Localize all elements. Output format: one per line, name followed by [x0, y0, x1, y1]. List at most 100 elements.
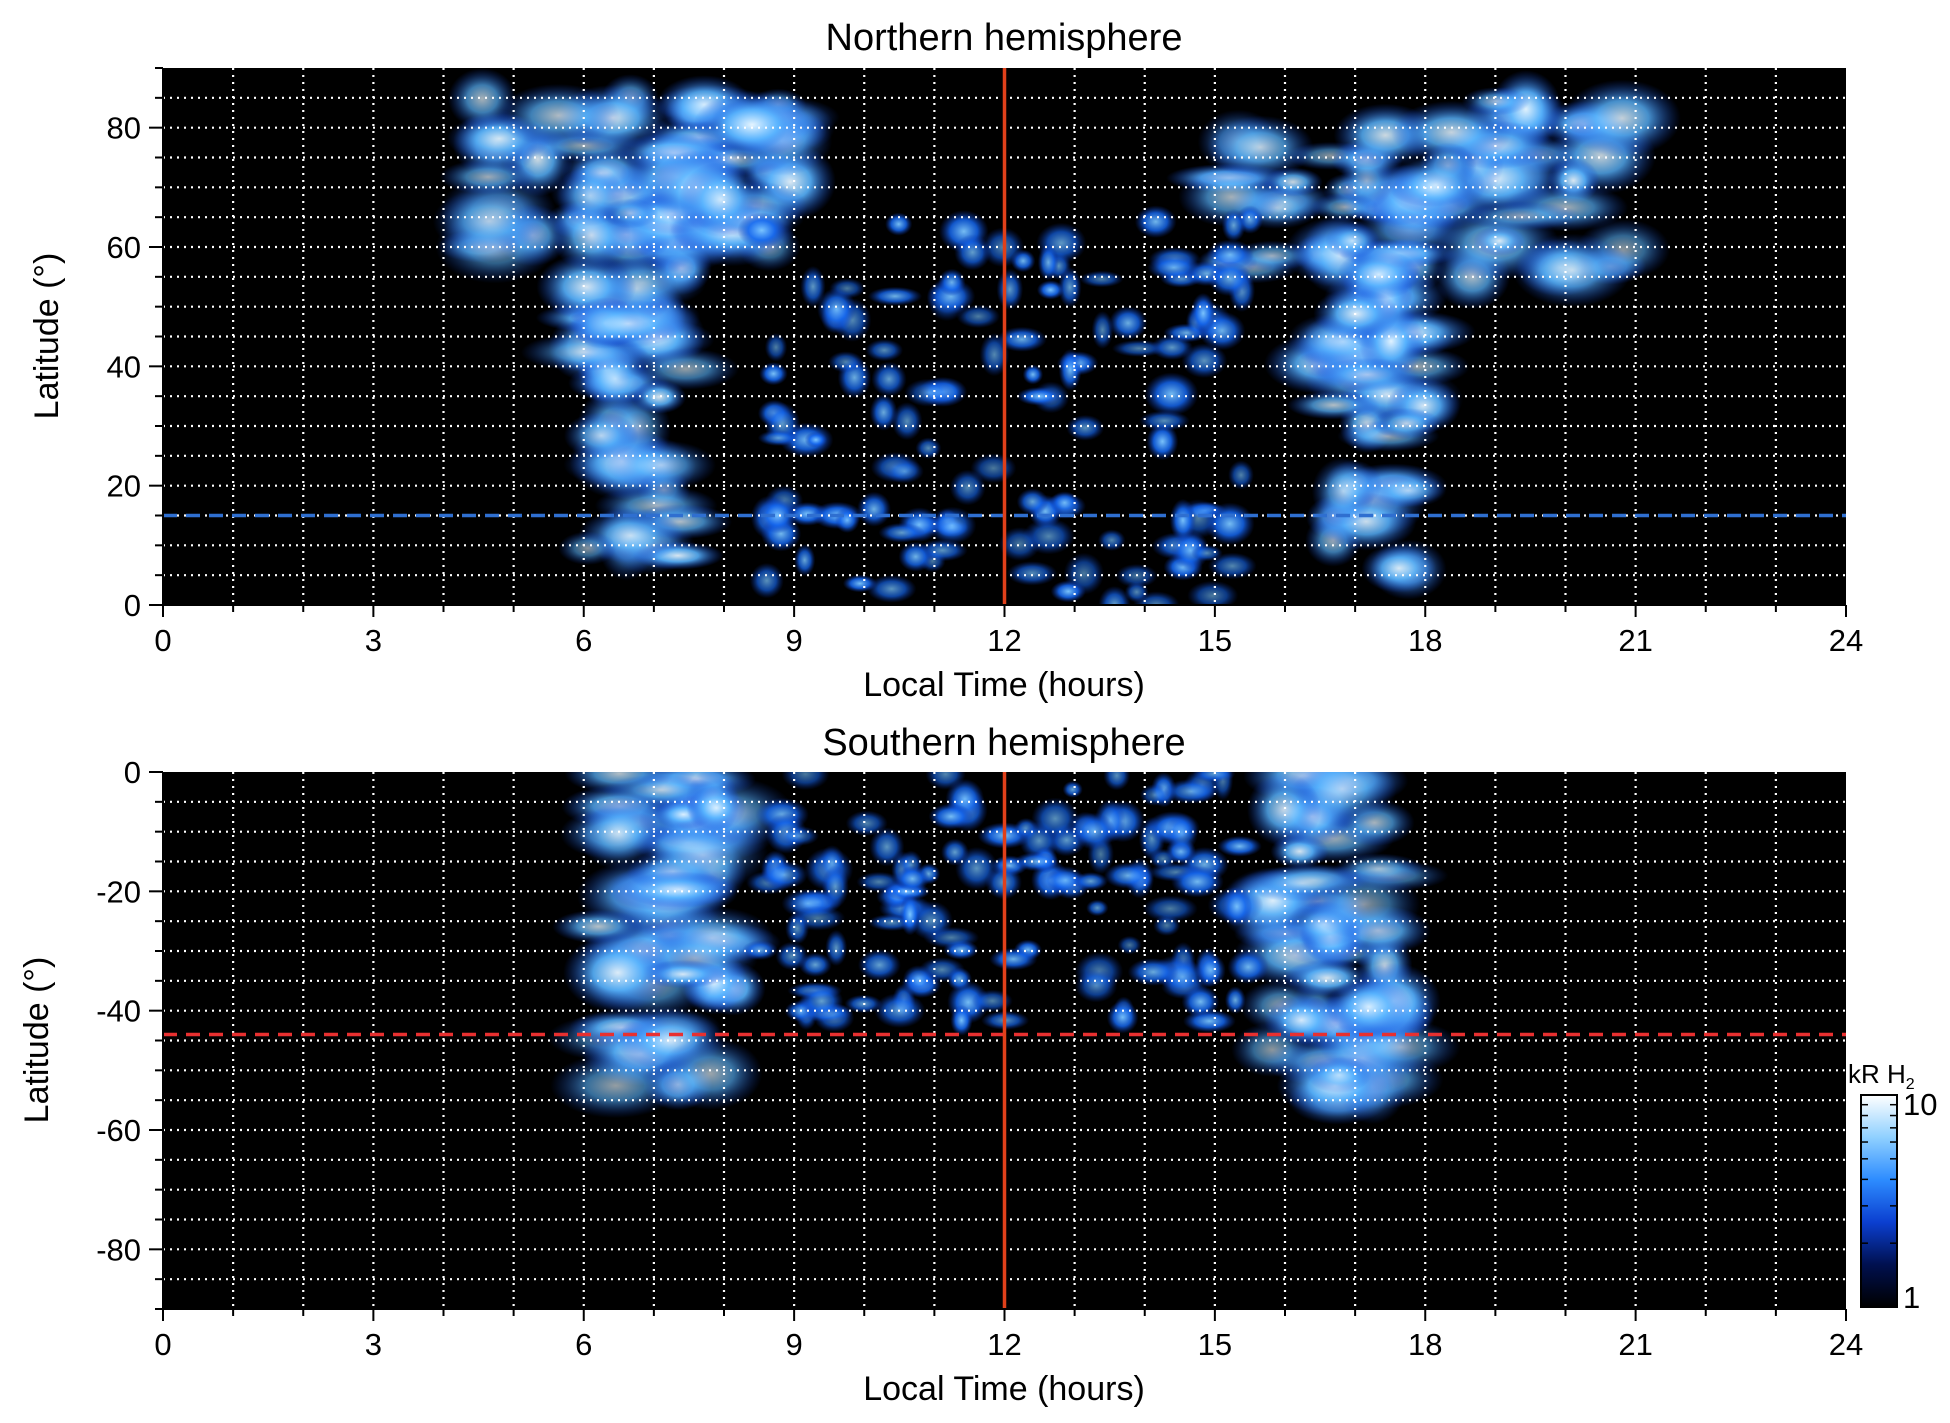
north-emission-blob	[898, 541, 933, 572]
south-emission-blob	[946, 967, 973, 991]
north-emission-blob	[1146, 422, 1179, 461]
north-x-tick-label: 15	[1198, 623, 1232, 658]
south-emission-blob	[971, 989, 1013, 1013]
south-emission-blob	[760, 860, 808, 890]
north-emission-blob	[1134, 205, 1177, 238]
north-emission-blob	[1371, 407, 1441, 440]
north-emission-blob	[556, 165, 625, 227]
south-emission-blob	[1086, 899, 1109, 917]
north-emission-blob	[1228, 460, 1254, 490]
north-emission-blob	[1058, 266, 1082, 308]
north-emission-blob	[869, 394, 898, 431]
north-emission-blob	[1207, 261, 1253, 297]
north-emission-blob	[1563, 79, 1681, 157]
north-y-axis-label: Latitude (°)	[28, 253, 66, 420]
south-emission-blob	[1264, 995, 1339, 1045]
south-emission-blob	[1031, 797, 1079, 840]
north-emission-blob	[1386, 154, 1486, 216]
south-emission-blob	[800, 984, 844, 1018]
north-emission-blob	[794, 544, 816, 576]
north-emission-blob	[1460, 201, 1581, 231]
north-emission-blob	[865, 339, 904, 362]
north-x-tick-label: 3	[365, 623, 382, 658]
north-emission-blob	[439, 159, 537, 195]
south-emission	[547, 772, 1461, 1125]
south-emission-blob	[845, 810, 888, 837]
south-emission-blob	[778, 825, 820, 846]
north-y-tick-label: 80	[107, 111, 141, 146]
south-x-tick-label: 9	[786, 1327, 803, 1362]
south-emission-blob	[1117, 935, 1142, 955]
north-emission-blob	[759, 362, 788, 386]
north-x-tick-label: 9	[786, 623, 803, 658]
south-title: Southern hemisphere	[822, 722, 1185, 764]
north-emission-blob	[1022, 364, 1044, 385]
south-emission-blob	[785, 912, 810, 945]
north-emission-blob	[1512, 233, 1632, 307]
north-emission-blob	[979, 332, 1010, 377]
north-emission-blob	[981, 227, 1025, 268]
north-emission-blob	[1191, 544, 1223, 562]
south-emission-blob	[563, 933, 673, 1013]
south-emission-blob	[895, 865, 930, 892]
north-emission-blob	[678, 161, 764, 238]
north-emission-blob	[1361, 543, 1437, 593]
south-x-tick-label: 15	[1198, 1327, 1232, 1362]
south-y-tick-label: -60	[96, 1113, 141, 1148]
panel-northern: Northern hemisphere 0 3 6 9 12 15 18 21 24 0 20 40 6…	[28, 17, 1863, 704]
north-emission-blob	[1207, 552, 1257, 580]
south-emission-blob	[1171, 865, 1224, 898]
south-emission-blob	[1227, 950, 1269, 984]
north-emission-blob	[1079, 270, 1124, 288]
north-emission-blob	[1151, 335, 1193, 360]
north-emission-blob	[1473, 225, 1526, 256]
north-emission-blob	[842, 574, 878, 593]
south-emission-blob	[909, 900, 953, 941]
north-emission-blob	[1190, 292, 1216, 334]
south-emission-blob	[781, 772, 830, 791]
south-x-tick-label: 3	[365, 1327, 382, 1362]
north-emission-blob	[817, 287, 857, 330]
south-emission-blob	[902, 965, 935, 993]
south-emission-blob	[1164, 779, 1218, 804]
colorbar-min-label: 1	[1903, 1280, 1920, 1315]
south-axes: 0 3 6 9 12 15 18 21 24 0 -20 -40 -60 -80	[96, 755, 1863, 1362]
south-emission-blob	[1046, 865, 1085, 895]
north-emission-blob	[1391, 100, 1512, 164]
north-emission-blob	[1325, 222, 1380, 259]
south-y-tick-label: -40	[96, 994, 141, 1029]
south-y-axis-label: Latitude (°)	[18, 957, 56, 1124]
north-emission-blob	[432, 187, 546, 255]
south-emission-blob	[950, 1004, 973, 1036]
south-emission-blob	[1307, 869, 1421, 940]
north-y-tick-label: 0	[124, 588, 141, 623]
north-y-tick-label: 20	[107, 469, 141, 504]
north-emission-blob	[871, 361, 907, 397]
north-emission-blob	[749, 562, 784, 599]
north-emission-blob	[996, 268, 1024, 311]
north-x-tick-label: 0	[154, 623, 171, 658]
north-emission-blob	[857, 491, 891, 527]
south-emission-blob	[1224, 986, 1246, 1014]
south-emission-blob	[928, 803, 974, 830]
south-emission-blob	[1325, 976, 1412, 1038]
north-emission-blob	[764, 332, 788, 362]
north-emission-blob	[1006, 561, 1058, 586]
north-emission-blob	[757, 430, 800, 446]
north-emission-blob	[1314, 357, 1420, 392]
south-emission-blob	[825, 929, 848, 967]
north-emission-blob	[1108, 306, 1148, 341]
north-emission-blob	[1205, 502, 1255, 546]
colorbar-unit-label: kR H2	[1848, 1059, 1915, 1093]
north-emission-blob	[800, 265, 826, 308]
south-emission-blob	[775, 941, 809, 971]
north-emission-blob	[904, 378, 954, 407]
north-emission-blob	[866, 575, 917, 603]
south-x-tick-label: 12	[987, 1327, 1021, 1362]
south-emission-blob	[1307, 1057, 1372, 1093]
north-emission-blob	[758, 496, 797, 534]
south-emission-blob	[1181, 985, 1220, 1018]
north-emission-blob	[1050, 580, 1086, 603]
north-emission-blob	[1187, 580, 1239, 605]
north-x-axis-label: Local Time (hours)	[863, 666, 1145, 704]
